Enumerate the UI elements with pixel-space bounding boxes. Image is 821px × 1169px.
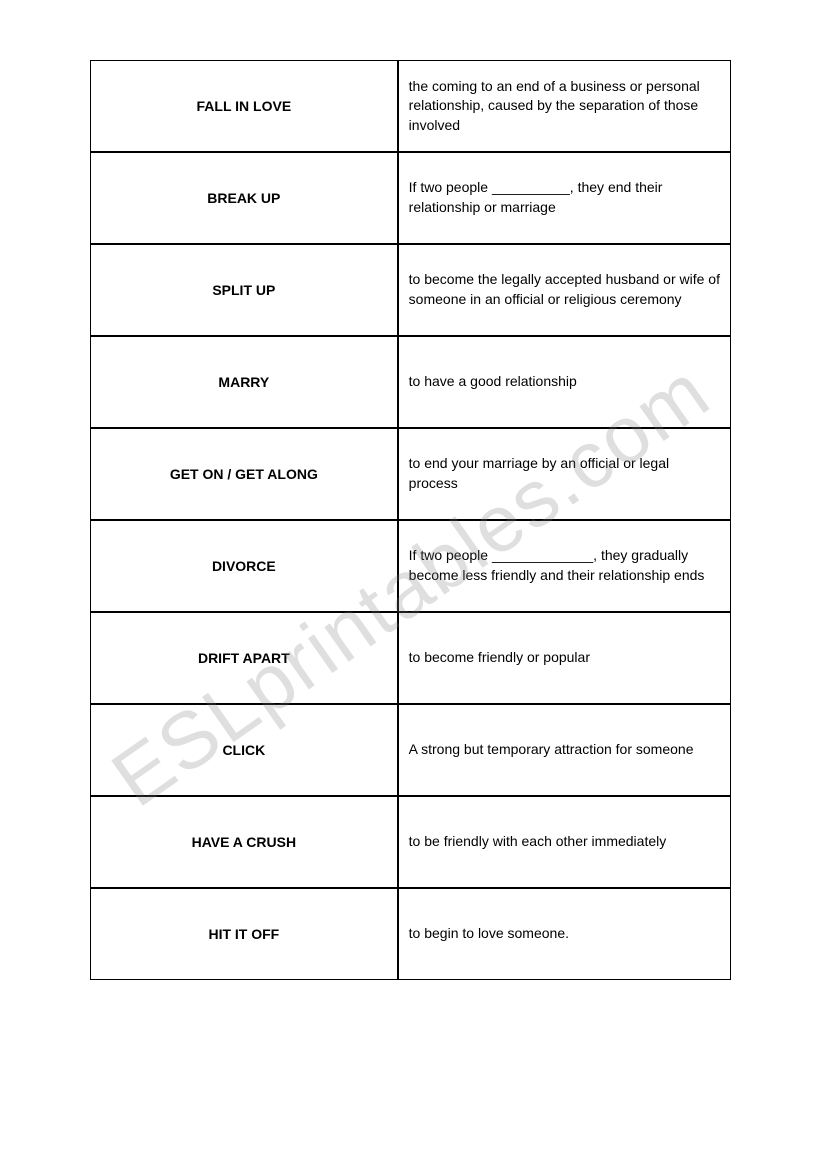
term-cell: HIT IT OFF [90, 888, 398, 980]
table-row: FALL IN LOVE the coming to an end of a b… [90, 60, 731, 152]
table-row: HAVE A CRUSH to be friendly with each ot… [90, 796, 731, 888]
table-row: CLICK A strong but temporary attraction … [90, 704, 731, 796]
definition-cell: to end your marriage by an official or l… [398, 428, 731, 520]
table-row: BREAK UP If two people __________, they … [90, 152, 731, 244]
term-cell: BREAK UP [90, 152, 398, 244]
definition-cell: to be friendly with each other immediate… [398, 796, 731, 888]
term-cell: GET ON / GET ALONG [90, 428, 398, 520]
term-cell: DIVORCE [90, 520, 398, 612]
definition-cell: to begin to love someone. [398, 888, 731, 980]
table-row: SPLIT UP to become the legally accepted … [90, 244, 731, 336]
table-row: GET ON / GET ALONG to end your marriage … [90, 428, 731, 520]
definition-cell: If two people __________, they end their… [398, 152, 731, 244]
term-cell: MARRY [90, 336, 398, 428]
table-row: HIT IT OFF to begin to love someone. [90, 888, 731, 980]
table-row: DRIFT APART to become friendly or popula… [90, 612, 731, 704]
term-cell: DRIFT APART [90, 612, 398, 704]
term-cell: FALL IN LOVE [90, 60, 398, 152]
vocabulary-table: FALL IN LOVE the coming to an end of a b… [90, 60, 731, 980]
definition-cell: A strong but temporary attraction for so… [398, 704, 731, 796]
table-row: MARRY to have a good relationship [90, 336, 731, 428]
definition-cell: to have a good relationship [398, 336, 731, 428]
table-row: DIVORCE If two people _____________, the… [90, 520, 731, 612]
term-cell: SPLIT UP [90, 244, 398, 336]
definition-cell: to become friendly or popular [398, 612, 731, 704]
definition-cell: to become the legally accepted husband o… [398, 244, 731, 336]
definition-cell: the coming to an end of a business or pe… [398, 60, 731, 152]
definition-cell: If two people _____________, they gradua… [398, 520, 731, 612]
term-cell: HAVE A CRUSH [90, 796, 398, 888]
term-cell: CLICK [90, 704, 398, 796]
